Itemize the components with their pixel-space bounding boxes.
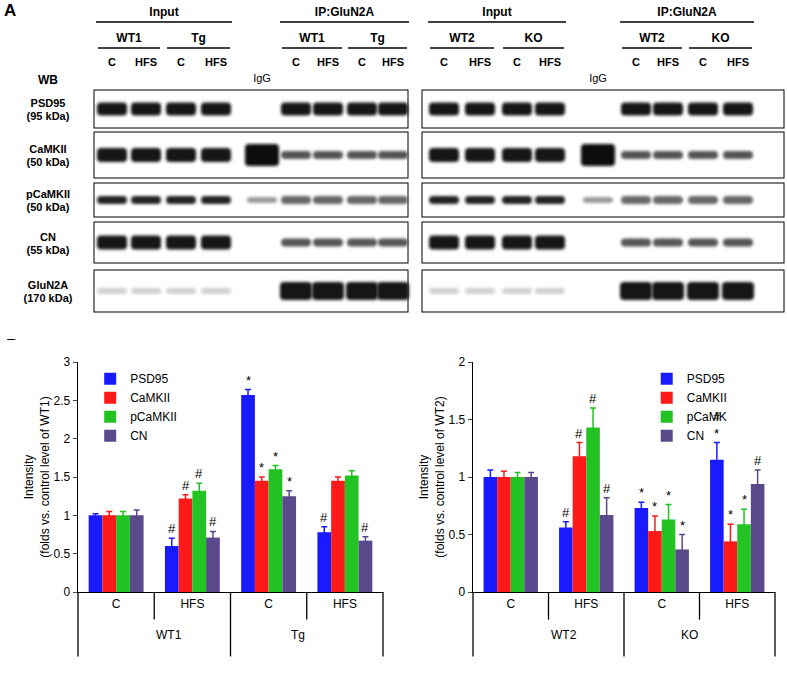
svg-text:Intensity(folds vs. control le: Intensity(folds vs. control level of WT2… [417, 396, 447, 557]
svg-text:C: C [657, 597, 666, 611]
svg-text:#: # [195, 466, 203, 481]
svg-text:#: # [182, 478, 190, 493]
svg-text:PSD95: PSD95 [687, 372, 725, 386]
svg-text:(55 kDa): (55 kDa) [27, 244, 70, 256]
svg-text:CN: CN [40, 231, 56, 243]
svg-text:0.5: 0.5 [449, 528, 466, 542]
svg-text:WB: WB [38, 73, 58, 87]
svg-text:C: C [440, 56, 448, 68]
svg-text:(170 kDa): (170 kDa) [24, 292, 73, 304]
svg-text:#: # [575, 426, 583, 441]
svg-text:IP:GluN2A: IP:GluN2A [315, 5, 375, 19]
svg-text:(95 kDa): (95 kDa) [27, 110, 70, 122]
svg-text:0.5: 0.5 [54, 547, 71, 561]
svg-text:C: C [513, 56, 521, 68]
svg-text:#: # [168, 521, 176, 536]
svg-text:#: # [320, 510, 328, 525]
svg-text:#: # [562, 505, 570, 520]
svg-text:C: C [177, 56, 185, 68]
svg-text:*: * [287, 474, 292, 489]
svg-text:Input: Input [482, 5, 511, 19]
svg-text:WT2: WT2 [551, 628, 577, 642]
svg-text:Tg: Tg [191, 31, 206, 45]
svg-text:WT2: WT2 [449, 31, 475, 45]
svg-text:HFS: HFS [727, 56, 749, 68]
svg-text:1: 1 [64, 509, 71, 523]
svg-text:WT1: WT1 [116, 31, 142, 45]
svg-text:C: C [112, 597, 121, 611]
svg-text:#: # [589, 391, 597, 406]
svg-text:pCaMK: pCaMK [687, 410, 727, 424]
svg-text:WT1: WT1 [299, 31, 325, 45]
svg-text:Tg: Tg [291, 628, 305, 642]
svg-text:0: 0 [459, 585, 466, 599]
svg-text:C: C [108, 56, 116, 68]
svg-text:CaMKII: CaMKII [130, 391, 170, 405]
svg-text:IgG: IgG [253, 72, 271, 84]
svg-text:*: * [652, 499, 657, 514]
svg-text:WT1: WT1 [156, 628, 182, 642]
svg-text:#: # [209, 514, 217, 529]
svg-text:HFS: HFS [205, 56, 227, 68]
svg-text:1.5: 1.5 [449, 413, 466, 427]
svg-text:HFS: HFS [180, 597, 204, 611]
svg-text:Input: Input [149, 5, 178, 19]
svg-text:HFS: HFS [469, 56, 491, 68]
svg-text:CN: CN [687, 429, 704, 443]
svg-text:HFS: HFS [382, 56, 404, 68]
svg-text:KO: KO [712, 31, 730, 45]
svg-text:GluN2A: GluN2A [28, 279, 68, 291]
svg-text:*: * [666, 488, 671, 503]
svg-text:IgG: IgG [589, 72, 607, 84]
svg-text:pCaMKII: pCaMKII [130, 410, 177, 424]
svg-text:(50 kDa): (50 kDa) [27, 201, 70, 213]
svg-text:*: * [728, 507, 733, 522]
svg-text:A: A [4, 1, 16, 20]
svg-text:CN: CN [130, 429, 147, 443]
svg-text:PSD95: PSD95 [130, 372, 168, 386]
html-text:B: B [6, 336, 19, 355]
svg-text:*: * [246, 373, 251, 388]
svg-text:3: 3 [64, 355, 71, 369]
svg-text:KO: KO [681, 628, 698, 642]
svg-text:KO: KO [525, 31, 543, 45]
svg-text:(50 kDa): (50 kDa) [27, 156, 70, 168]
svg-text:C: C [292, 56, 300, 68]
svg-text:PSD95: PSD95 [31, 97, 66, 109]
svg-text:Tg: Tg [370, 31, 385, 45]
svg-text:#: # [361, 520, 369, 535]
svg-text:*: * [639, 485, 644, 500]
svg-text:2: 2 [459, 355, 466, 369]
svg-text:#*: #* [713, 409, 721, 441]
svg-text:C: C [506, 597, 515, 611]
svg-text:HFS: HFS [725, 597, 749, 611]
svg-text:1.5: 1.5 [54, 470, 71, 484]
svg-text:CaMKII: CaMKII [687, 391, 727, 405]
svg-text:C: C [699, 56, 707, 68]
svg-text:#: # [754, 453, 762, 468]
svg-text:Intensity(folds vs. control le: Intensity(folds vs. control level of WT1… [22, 396, 52, 557]
svg-text:WT2: WT2 [639, 31, 665, 45]
svg-text:HFS: HFS [333, 597, 357, 611]
svg-text:*: * [680, 518, 685, 533]
svg-text:pCaMKII: pCaMKII [26, 188, 70, 200]
svg-text:HFS: HFS [135, 56, 157, 68]
svg-text:HFS: HFS [574, 597, 598, 611]
svg-text:0: 0 [64, 585, 71, 599]
svg-text:C: C [264, 597, 273, 611]
svg-text:C: C [358, 56, 366, 68]
svg-text:1: 1 [459, 470, 466, 484]
svg-text:IP:GluN2A: IP:GluN2A [657, 5, 717, 19]
svg-text:*: * [273, 449, 278, 464]
svg-text:*: * [259, 460, 264, 475]
svg-text:CaMKII: CaMKII [29, 143, 66, 155]
svg-text:#: # [603, 481, 611, 496]
svg-text:2.5: 2.5 [54, 394, 71, 408]
svg-text:HFS: HFS [657, 56, 679, 68]
svg-text:HFS: HFS [539, 56, 561, 68]
svg-text:HFS: HFS [317, 56, 339, 68]
svg-text:2: 2 [64, 432, 71, 446]
svg-text:C: C [632, 56, 640, 68]
svg-text:*: * [742, 492, 747, 507]
